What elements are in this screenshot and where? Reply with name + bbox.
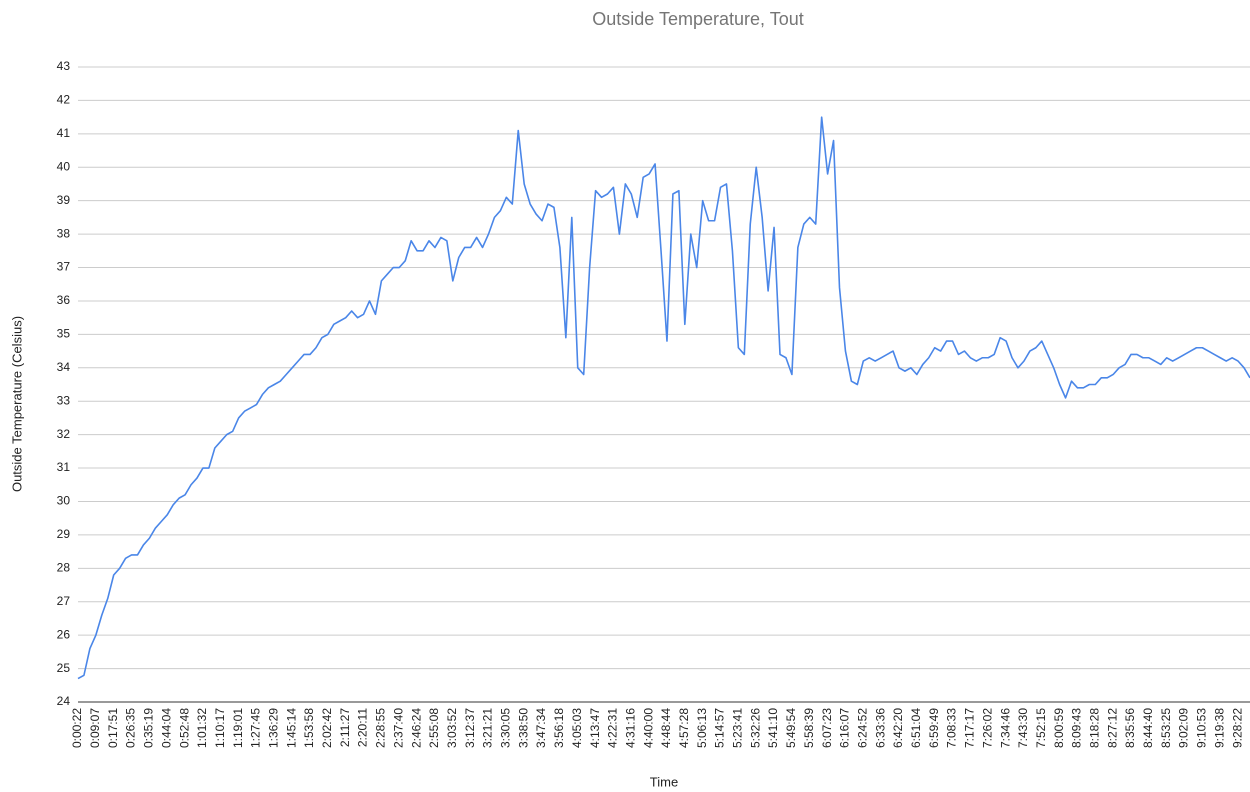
y-tick-label: 27 xyxy=(57,594,71,608)
x-tick-label: 9:19:38 xyxy=(1212,708,1226,748)
x-tick-label: 7:17:17 xyxy=(963,708,977,748)
y-tick-label: 32 xyxy=(57,427,71,441)
x-tick-label: 7:34:46 xyxy=(998,708,1012,748)
y-tick-label: 31 xyxy=(57,460,71,474)
y-tick-label: 24 xyxy=(57,694,71,708)
y-tick-label: 35 xyxy=(57,327,71,341)
y-tick-label: 38 xyxy=(57,226,71,240)
x-tick-label: 7:08:33 xyxy=(945,708,959,748)
chart-title: Outside Temperature, Tout xyxy=(592,9,803,29)
x-tick-label: 1:36:29 xyxy=(266,708,280,748)
x-tick-label: 4:31:16 xyxy=(623,708,637,748)
y-tick-label: 28 xyxy=(57,560,71,574)
x-tick-label: 2:11:27 xyxy=(338,708,352,747)
x-tick-label: 4:57:28 xyxy=(677,708,691,748)
x-tick-label: 0:26:35 xyxy=(124,708,138,748)
x-tick-label: 6:24:52 xyxy=(855,708,869,748)
y-tick-label: 41 xyxy=(57,126,71,140)
x-tick-label: 2:37:40 xyxy=(391,708,405,748)
x-tick-label: 3:47:34 xyxy=(534,708,548,748)
x-tick-label: 6:51:04 xyxy=(909,708,923,748)
x-tick-label: 8:09:43 xyxy=(1070,708,1084,748)
y-tick-label: 26 xyxy=(57,627,71,641)
x-tick-label: 6:16:07 xyxy=(838,708,852,748)
y-tick-label: 39 xyxy=(57,193,71,207)
x-tick-label: 4:40:00 xyxy=(641,708,655,748)
x-tick-label: 9:28:22 xyxy=(1230,708,1244,748)
x-tick-label: 3:38:50 xyxy=(516,708,530,748)
x-tick-label: 5:06:13 xyxy=(695,708,709,748)
y-tick-label: 42 xyxy=(57,93,71,107)
x-tick-label: 2:46:24 xyxy=(409,708,423,748)
x-tick-label: 8:44:40 xyxy=(1141,708,1155,748)
x-tick-label: 3:30:05 xyxy=(499,708,513,748)
x-tick-label: 4:48:44 xyxy=(659,708,673,748)
y-tick-label: 40 xyxy=(57,159,71,173)
x-tick-label: 0:52:48 xyxy=(177,708,191,748)
y-tick-label: 30 xyxy=(57,494,71,508)
x-tick-label: 0:17:51 xyxy=(106,708,120,748)
x-tick-label: 3:03:52 xyxy=(445,708,459,748)
x-tick-label: 6:42:20 xyxy=(891,708,905,748)
x-tick-label: 1:01:32 xyxy=(195,708,209,748)
y-tick-label: 33 xyxy=(57,393,71,407)
x-tick-label: 6:59:49 xyxy=(927,708,941,748)
x-tick-label: 1:53:58 xyxy=(302,708,316,748)
x-tick-label: 1:10:17 xyxy=(213,708,227,748)
x-tick-label: 8:18:28 xyxy=(1087,708,1101,748)
x-tick-label: 7:52:15 xyxy=(1034,708,1048,748)
y-tick-label: 43 xyxy=(57,59,71,73)
x-tick-label: 5:14:57 xyxy=(713,708,727,748)
x-tick-label: 1:27:45 xyxy=(249,708,263,748)
x-tick-label: 5:49:54 xyxy=(784,708,798,748)
x-tick-label: 2:55:08 xyxy=(427,708,441,748)
x-tick-label: 8:27:12 xyxy=(1105,708,1119,748)
x-tick-label: 0:35:19 xyxy=(142,708,156,748)
x-tick-label: 0:00:22 xyxy=(70,708,84,748)
y-tick-label: 37 xyxy=(57,260,71,274)
x-tick-label: 5:23:41 xyxy=(731,708,745,748)
y-tick-label: 36 xyxy=(57,293,71,307)
x-tick-label: 7:26:02 xyxy=(980,708,994,748)
x-tick-label: 0:09:07 xyxy=(88,708,102,748)
x-tick-label: 6:07:23 xyxy=(820,708,834,748)
x-tick-label: 8:53:25 xyxy=(1159,708,1173,748)
x-tick-label: 8:00:59 xyxy=(1052,708,1066,748)
x-tick-label: 5:32:26 xyxy=(748,708,762,748)
x-tick-label: 3:56:18 xyxy=(552,708,566,748)
x-tick-label: 9:10:53 xyxy=(1195,708,1209,748)
x-tick-label: 6:33:36 xyxy=(873,708,887,748)
x-tick-label: 3:21:21 xyxy=(481,708,495,748)
x-tick-label: 2:02:42 xyxy=(320,708,334,748)
y-tick-label: 25 xyxy=(57,661,71,675)
x-tick-label: 2:28:55 xyxy=(374,708,388,748)
x-tick-label: 4:22:31 xyxy=(606,708,620,748)
x-tick-label: 5:41:10 xyxy=(766,708,780,748)
x-tick-label: 7:43:30 xyxy=(1016,708,1030,748)
x-tick-label: 2:20:11 xyxy=(356,708,370,747)
x-tick-label: 1:19:01 xyxy=(231,708,245,748)
y-tick-label: 29 xyxy=(57,527,71,541)
y-axis-label: Outside Temperature (Celsius) xyxy=(9,316,24,492)
x-tick-label: 4:13:47 xyxy=(588,708,602,748)
y-tick-label: 34 xyxy=(57,360,71,374)
x-axis-label: Time xyxy=(650,774,678,789)
x-tick-label: 9:02:09 xyxy=(1177,708,1191,748)
x-tick-label: 3:12:37 xyxy=(463,708,477,748)
x-tick-label: 8:35:56 xyxy=(1123,708,1137,748)
x-tick-label: 4:05:03 xyxy=(570,708,584,748)
x-tick-label: 0:44:04 xyxy=(159,708,173,748)
line-series xyxy=(77,116,1250,680)
x-tick-label: 1:45:14 xyxy=(284,708,298,748)
x-tick-label: 5:58:39 xyxy=(802,708,816,748)
